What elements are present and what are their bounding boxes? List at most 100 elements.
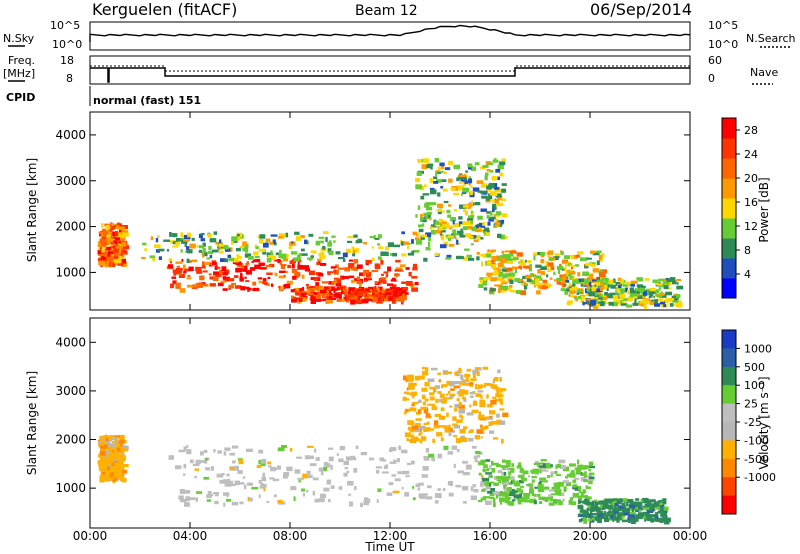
echo-cell <box>262 252 267 255</box>
echo-cell <box>499 497 505 503</box>
echo-cell <box>646 517 652 521</box>
cpid-label: CPID <box>6 91 35 104</box>
echo-cell <box>208 245 212 251</box>
echo-cell <box>409 382 417 386</box>
echo-cell <box>112 476 117 482</box>
echo-cell <box>648 508 654 513</box>
echo-cell <box>485 500 492 505</box>
echo-cell <box>447 235 455 238</box>
echo-cell <box>204 458 208 461</box>
echo-cell <box>499 501 503 505</box>
echo-cell <box>459 389 466 394</box>
echo-cell <box>274 467 281 470</box>
echo-cell <box>395 273 398 278</box>
echo-cell <box>205 467 211 471</box>
echo-cell <box>638 278 644 282</box>
echo-cell <box>112 457 119 461</box>
echo-cell <box>408 386 415 390</box>
echo-cell <box>631 508 635 513</box>
echo-cell <box>402 396 407 401</box>
echo-cell <box>506 254 512 259</box>
echo-cell <box>601 500 609 505</box>
echo-cell <box>437 171 442 174</box>
echo-cell <box>380 296 384 300</box>
echo-cell <box>577 513 581 518</box>
echo-cell <box>406 392 412 395</box>
echo-cell <box>584 475 588 478</box>
echo-cell <box>532 468 540 474</box>
echo-cell <box>429 392 435 396</box>
echo-cell <box>620 279 624 284</box>
echo-cell <box>443 445 449 450</box>
echo-cell <box>412 231 418 236</box>
echo-cell <box>502 412 509 418</box>
echo-cell <box>366 298 373 301</box>
power-colorbar-tick-label: 4 <box>744 268 751 281</box>
echo-cell <box>446 222 450 227</box>
echo-cell <box>186 277 192 280</box>
echo-cell <box>462 187 470 193</box>
echo-cell <box>521 489 524 494</box>
echo-cell <box>562 466 570 472</box>
echo-cell <box>662 498 667 501</box>
echo-cell <box>171 276 177 279</box>
echo-cell <box>448 424 451 430</box>
echo-cell <box>274 272 278 277</box>
echo-cell <box>422 223 425 227</box>
echo-cell <box>313 293 319 297</box>
echo-cell <box>514 268 518 274</box>
echo-cell <box>378 297 383 301</box>
echo-cell <box>472 373 476 378</box>
echo-cell <box>363 277 369 282</box>
echo-cell <box>539 487 543 491</box>
echo-cell <box>456 239 459 245</box>
echo-cell <box>519 467 523 472</box>
echo-cell <box>232 240 238 243</box>
echo-cell <box>457 230 464 235</box>
echo-cell <box>99 260 106 266</box>
echo-cell <box>401 269 404 272</box>
echo-cell <box>438 218 443 222</box>
echo-cell <box>601 516 609 519</box>
echo-cell <box>109 244 112 249</box>
echo-cell <box>441 165 445 169</box>
echo-cell <box>100 473 104 478</box>
echo-cell <box>364 498 371 504</box>
echo-cell <box>176 238 183 242</box>
echo-cell <box>222 479 230 483</box>
echo-cell <box>592 517 595 521</box>
echo-cell <box>403 411 407 415</box>
echo-cell <box>518 462 522 466</box>
echo-cell <box>322 286 327 291</box>
echo-cell <box>200 460 207 463</box>
echo-cell <box>121 262 126 267</box>
echo-cell <box>262 242 269 248</box>
echo-cell <box>201 261 205 266</box>
echo-cell <box>577 289 582 293</box>
echo-cell <box>589 465 596 469</box>
echo-cell <box>411 287 418 292</box>
echo-cell <box>486 214 490 219</box>
echo-cell <box>260 484 267 488</box>
echo-cell <box>412 497 416 501</box>
echo-cell <box>616 516 622 521</box>
echo-cell <box>402 290 407 294</box>
echo-cell <box>535 281 538 287</box>
echo-cell <box>658 506 664 511</box>
echo-cell <box>481 224 486 228</box>
echo-cell <box>509 250 517 254</box>
echo-cell <box>327 248 332 253</box>
echo-cell <box>641 295 646 300</box>
echo-cell <box>497 272 504 277</box>
echo-cell <box>155 237 159 243</box>
echo-cell <box>429 226 433 230</box>
echo-cell <box>396 458 400 463</box>
echo-cell <box>492 159 499 163</box>
echo-cell <box>183 271 187 274</box>
echo-cell <box>308 270 316 276</box>
echo-cell <box>107 225 113 231</box>
echo-cell <box>390 279 397 282</box>
echo-cell <box>466 254 472 258</box>
echo-cell <box>323 231 329 234</box>
